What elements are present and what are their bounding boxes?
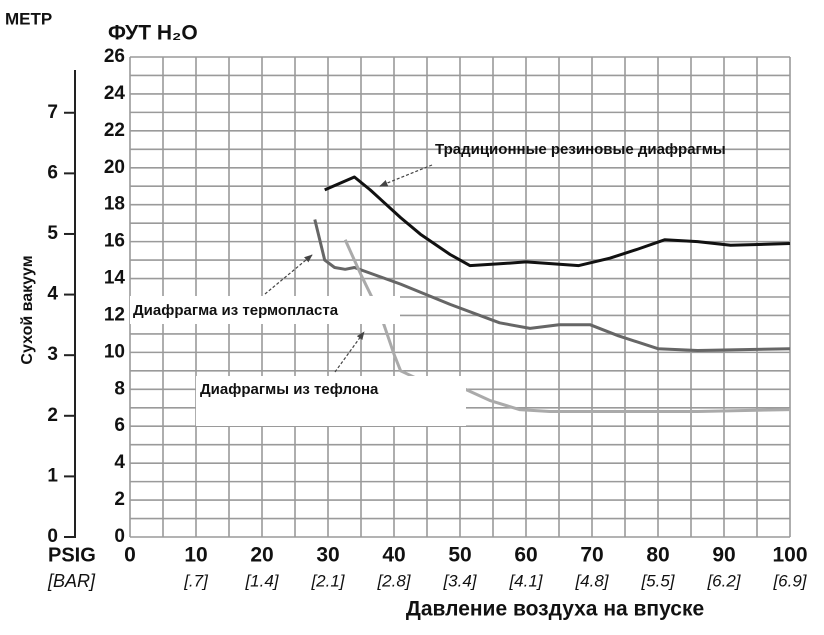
- annotation-arrow: [334, 331, 365, 373]
- x2-tick-label: [2.8]: [376, 571, 411, 590]
- y2-tick-label: 0: [47, 526, 58, 547]
- y-tick-label: 18: [104, 194, 125, 215]
- y-axis-unit: ФУТ H₂O: [108, 22, 198, 45]
- x2-axis-unit: [BAR]: [47, 571, 96, 591]
- x-tick-label: 80: [646, 544, 669, 567]
- x-axis-title: Давление воздуха на впуске: [406, 598, 704, 621]
- x2-tick-label: [4.1]: [508, 571, 543, 590]
- x2-tick-label: [6.9]: [772, 571, 807, 590]
- y2-tick-label: 1: [47, 465, 58, 486]
- y2-tick-label: 2: [47, 405, 58, 426]
- y2-tick-label: 5: [47, 223, 58, 244]
- y-tick-label: 2: [114, 489, 125, 510]
- y2-tick-label: 7: [47, 102, 58, 123]
- x-tick-label: 90: [712, 544, 735, 567]
- y-axis-title: Сухой вакуум: [19, 255, 36, 364]
- x-tick-label: 10: [184, 544, 207, 567]
- x-tick-label: 70: [580, 544, 603, 567]
- y-tick-label: 10: [104, 341, 125, 362]
- x2-tick-label: [3.4]: [442, 571, 477, 590]
- annotation-arrow: [379, 164, 433, 187]
- x-tick-label: 100: [772, 544, 807, 567]
- y-tick-label: 6: [114, 415, 125, 436]
- x2-tick-label: [6.2]: [706, 571, 741, 590]
- y-tick-label: 24: [104, 83, 126, 104]
- y-tick-label: 0: [114, 526, 125, 547]
- y2-axis-unit: МЕТР: [5, 9, 52, 28]
- y-tick-label: 20: [104, 157, 125, 178]
- y-tick-label: 4: [114, 452, 125, 473]
- x2-tick-label: [4.8]: [574, 571, 609, 590]
- legend-label: Диафрагмы из тефлона: [200, 381, 379, 398]
- y-tick-label: 16: [104, 231, 125, 252]
- series-line: [324, 175, 791, 268]
- y2-tick-label: 3: [47, 344, 58, 365]
- y2-tick-label: 6: [47, 162, 58, 183]
- x-tick-label: 30: [316, 544, 339, 567]
- x-tick-label: 20: [250, 544, 273, 567]
- y2-tick-label: 4: [47, 284, 58, 305]
- x-tick-label: 50: [448, 544, 471, 567]
- x-tick-label: 60: [514, 544, 537, 567]
- x2-tick-label: [5.5]: [640, 571, 675, 590]
- series-line: [313, 219, 791, 352]
- x-tick-label: 0: [124, 544, 136, 567]
- y-tick-label: 8: [114, 378, 125, 399]
- x2-tick-label: [.7]: [183, 571, 209, 590]
- x2-tick-label: [1.4]: [244, 571, 279, 590]
- label-background: [130, 296, 400, 324]
- label-background: [196, 376, 466, 426]
- y-tick-label: 14: [104, 268, 126, 289]
- x2-tick-label: [2.1]: [310, 571, 345, 590]
- legend-label: Диафрагма из термопласта: [133, 302, 339, 319]
- annotation-arrow: [264, 254, 313, 295]
- y-tick-label: 22: [104, 120, 125, 141]
- grid: [129, 56, 791, 538]
- x-axis-unit: PSIG: [48, 544, 96, 566]
- y-tick-label: 12: [104, 304, 125, 325]
- legend-label: Традиционные резиновые диафрагмы: [435, 141, 726, 158]
- y-tick-label: 26: [104, 46, 125, 67]
- x-tick-label: 40: [382, 544, 405, 567]
